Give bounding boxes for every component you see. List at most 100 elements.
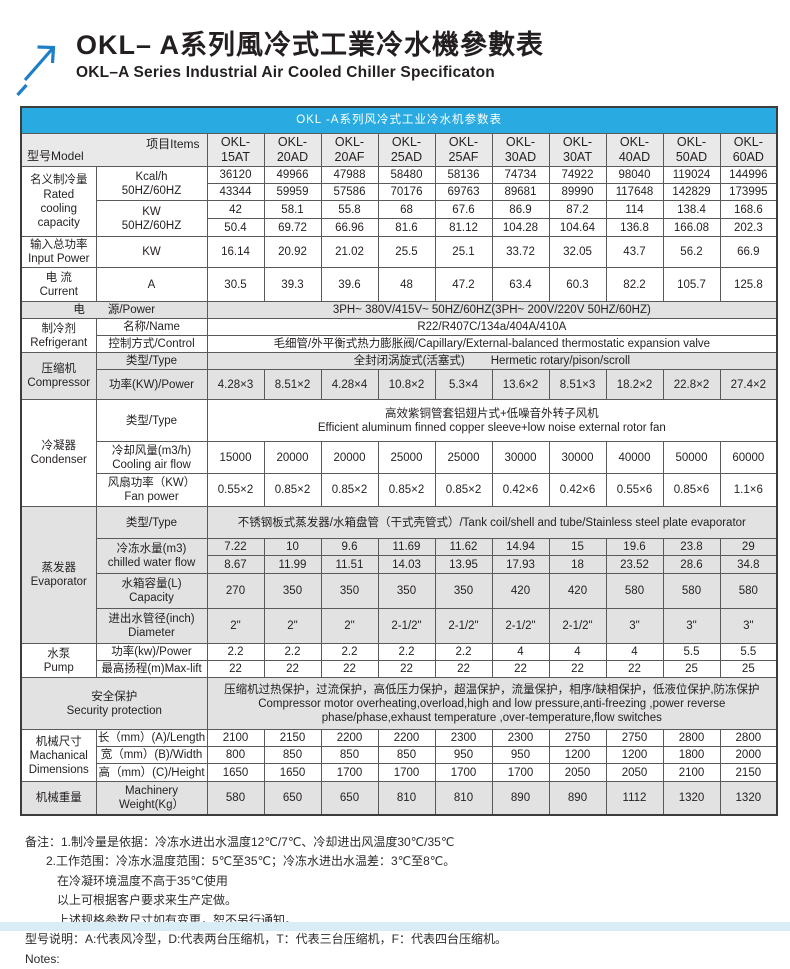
value-cell: 1650 bbox=[206, 763, 265, 783]
value-cell: 3" bbox=[605, 608, 664, 645]
value-cell: 82.2 bbox=[605, 267, 664, 303]
value-cell: 2-1/2" bbox=[434, 608, 493, 645]
row-weight: 机械重量 Machinery Weight(Kg） 580 650 650 810 81… bbox=[20, 781, 778, 816]
value-cell: 33.72 bbox=[491, 236, 550, 269]
row-tank-capacity: 水箱容量(L) Capacity 270 350 350 350 350 420 420 58… bbox=[21, 573, 778, 610]
group-label-power-supply: 电 源/Power bbox=[20, 301, 208, 320]
value-cell: 350 bbox=[377, 573, 436, 610]
group-label-compressor: 压缩机 Compressor bbox=[20, 352, 97, 401]
value-cell: 56.2 bbox=[662, 236, 721, 269]
value-cell: 10.8×2 bbox=[377, 369, 436, 401]
value-cell: 2200 bbox=[320, 729, 379, 748]
table-title-row: OKL -A系列风冷式工业冷水机参数表 bbox=[20, 106, 778, 134]
value-cell: 0.85×2 bbox=[377, 473, 436, 508]
value-cell: 1700 bbox=[491, 763, 550, 783]
value-evaporator-type: 不锈钢板式蒸发器/水箱盘管（干式壳管式）/Tank coil/shell and… bbox=[206, 506, 778, 540]
value-cell: 15 bbox=[548, 538, 607, 557]
page-title: OKL– A系列風冷式工業冷水機參數表 bbox=[76, 30, 545, 60]
value-cell: 25000 bbox=[434, 441, 493, 475]
value-cell: 580 bbox=[605, 573, 664, 610]
model-header-cell: OKL- 30AT bbox=[548, 132, 607, 167]
value-cell: 104.28 bbox=[491, 218, 550, 238]
item-label-condenser-type: 类型/Type bbox=[95, 399, 208, 443]
value-cell: 136.8 bbox=[605, 218, 664, 238]
value-cell: 29 bbox=[719, 538, 778, 557]
value-cell: 2-1/2" bbox=[377, 608, 436, 645]
value-cell: 68 bbox=[377, 200, 436, 220]
value-cell: 2" bbox=[206, 608, 265, 645]
value-cell: 22.8×2 bbox=[662, 369, 721, 401]
value-cell: 20000 bbox=[320, 441, 379, 475]
corner-cell: 型号Model 项目Items bbox=[20, 132, 208, 167]
value-cell: 5.5 bbox=[662, 643, 721, 662]
value-cell: 166.08 bbox=[662, 218, 721, 238]
value-cell: 2" bbox=[263, 608, 322, 645]
value-cell: 890 bbox=[548, 781, 607, 816]
value-cell: 168.6 bbox=[719, 200, 778, 220]
value-cell: 0.85×2 bbox=[320, 473, 379, 508]
value-cell: 69763 bbox=[434, 183, 493, 202]
value-cell: 25.1 bbox=[434, 236, 493, 269]
row-input-power: 输入总功率 Input Power KW 16.14 20.92 21.02 25.5… bbox=[20, 236, 778, 269]
value-cell: 1200 bbox=[605, 746, 664, 765]
value-cell: 11.62 bbox=[434, 538, 493, 557]
value-cell: 2.2 bbox=[434, 643, 493, 662]
value-cell: 0.85×2 bbox=[263, 473, 322, 508]
model-header-cell: OKL- 20AD bbox=[263, 132, 322, 167]
value-cell: 2000 bbox=[719, 746, 778, 765]
item-label-compressor-power: 功率(KW)/Power bbox=[95, 369, 208, 401]
value-cell: 30000 bbox=[491, 441, 550, 475]
row-kw-60hz: 50.4 69.72 66.96 81.6 81.12 104.28 104.64 136.8… bbox=[21, 218, 778, 238]
compressor-type-en: Hermetic rotary/pison/scroll bbox=[490, 355, 631, 368]
value-cell: 2050 bbox=[548, 763, 607, 783]
group-label-rated-capacity: 名义制冷量 Rated cooling capacity bbox=[20, 165, 97, 238]
value-power-supply: 3PH~ 380V/415V~ 50HZ/60HZ(3PH~ 200V/220V… bbox=[206, 301, 778, 320]
value-cell: 69.72 bbox=[263, 218, 322, 238]
value-cell: 25 bbox=[662, 660, 721, 679]
row-condenser-type: 冷凝器 Condenser 类型/Type 高效紫铜管套铝翅片式+低噪音外转子风… bbox=[20, 399, 778, 508]
item-label-fan-power: 风扇功率（KW） Fan power bbox=[95, 473, 208, 508]
model-header-cell: OKL- 15AT bbox=[206, 132, 265, 167]
value-cell: 1800 bbox=[662, 746, 721, 765]
value-cell: 350 bbox=[434, 573, 493, 610]
notes-section: 备注：1.制冷量是依据：冷冻水进出水温度12℃/7℃、冷却进出风温度30℃/35… bbox=[0, 833, 790, 969]
value-cell: 270 bbox=[206, 573, 265, 610]
group-label-input-power: 输入总功率 Input Power bbox=[20, 236, 97, 269]
value-cell: 39.6 bbox=[320, 267, 379, 303]
item-label-diameter: 进出水管径(inch) Diameter bbox=[95, 608, 208, 645]
model-header-row: 型号Model 项目Items OKL- 15AT OKL- 20AD OKL- 20… bbox=[20, 132, 778, 167]
value-cell: 42 bbox=[206, 200, 265, 220]
value-cell: 32.05 bbox=[548, 236, 607, 269]
value-cell: 420 bbox=[548, 573, 607, 610]
arrow-up-right-icon bbox=[16, 45, 56, 96]
value-cell: 89681 bbox=[491, 183, 550, 202]
value-cell: 950 bbox=[491, 746, 550, 765]
value-cell: 1700 bbox=[320, 763, 379, 783]
value-cell: 2100 bbox=[206, 729, 265, 748]
value-cell: 30000 bbox=[548, 441, 607, 475]
row-cooling-airflow: 冷却风量(m3/h) Cooling air flow 15000 20000 20… bbox=[21, 441, 778, 475]
value-cell: 580 bbox=[719, 573, 778, 610]
value-cell: 144996 bbox=[719, 165, 778, 185]
value-cell: 0.55×6 bbox=[605, 473, 664, 508]
page-header: OKL– A系列風冷式工業冷水機參數表 OKL–A Series Industr… bbox=[0, 0, 790, 96]
value-cell: 58480 bbox=[377, 165, 436, 185]
value-cell: 2.2 bbox=[263, 643, 322, 662]
row-current: 电 流 Current A 30.5 39.3 39.6 48 47.2 63.4 60.3… bbox=[20, 267, 778, 303]
value-cell: 2.2 bbox=[377, 643, 436, 662]
item-label-ref-name: 名称/Name bbox=[95, 318, 208, 337]
item-label-water-flow: 冷冻水量(m3) chilled water flow bbox=[95, 538, 208, 575]
value-cell: 43.7 bbox=[605, 236, 664, 269]
value-cell: 2150 bbox=[719, 763, 778, 783]
value-cell: 34.8 bbox=[719, 555, 778, 575]
row-kcal-60hz: 43344 59959 57586 70176 69763 89681 89990 11764… bbox=[21, 183, 778, 202]
value-cell: 23.8 bbox=[662, 538, 721, 557]
value-cell: 22 bbox=[320, 660, 379, 679]
value-cell: 2100 bbox=[662, 763, 721, 783]
value-cell: 650 bbox=[263, 781, 322, 816]
value-cell: 59959 bbox=[263, 183, 322, 202]
value-refrigerant-name: R22/R407C/134a/404A/410A bbox=[206, 318, 778, 337]
value-cell: 1320 bbox=[719, 781, 778, 816]
value-cell: 81.12 bbox=[434, 218, 493, 238]
value-cell: 30.5 bbox=[206, 267, 265, 303]
